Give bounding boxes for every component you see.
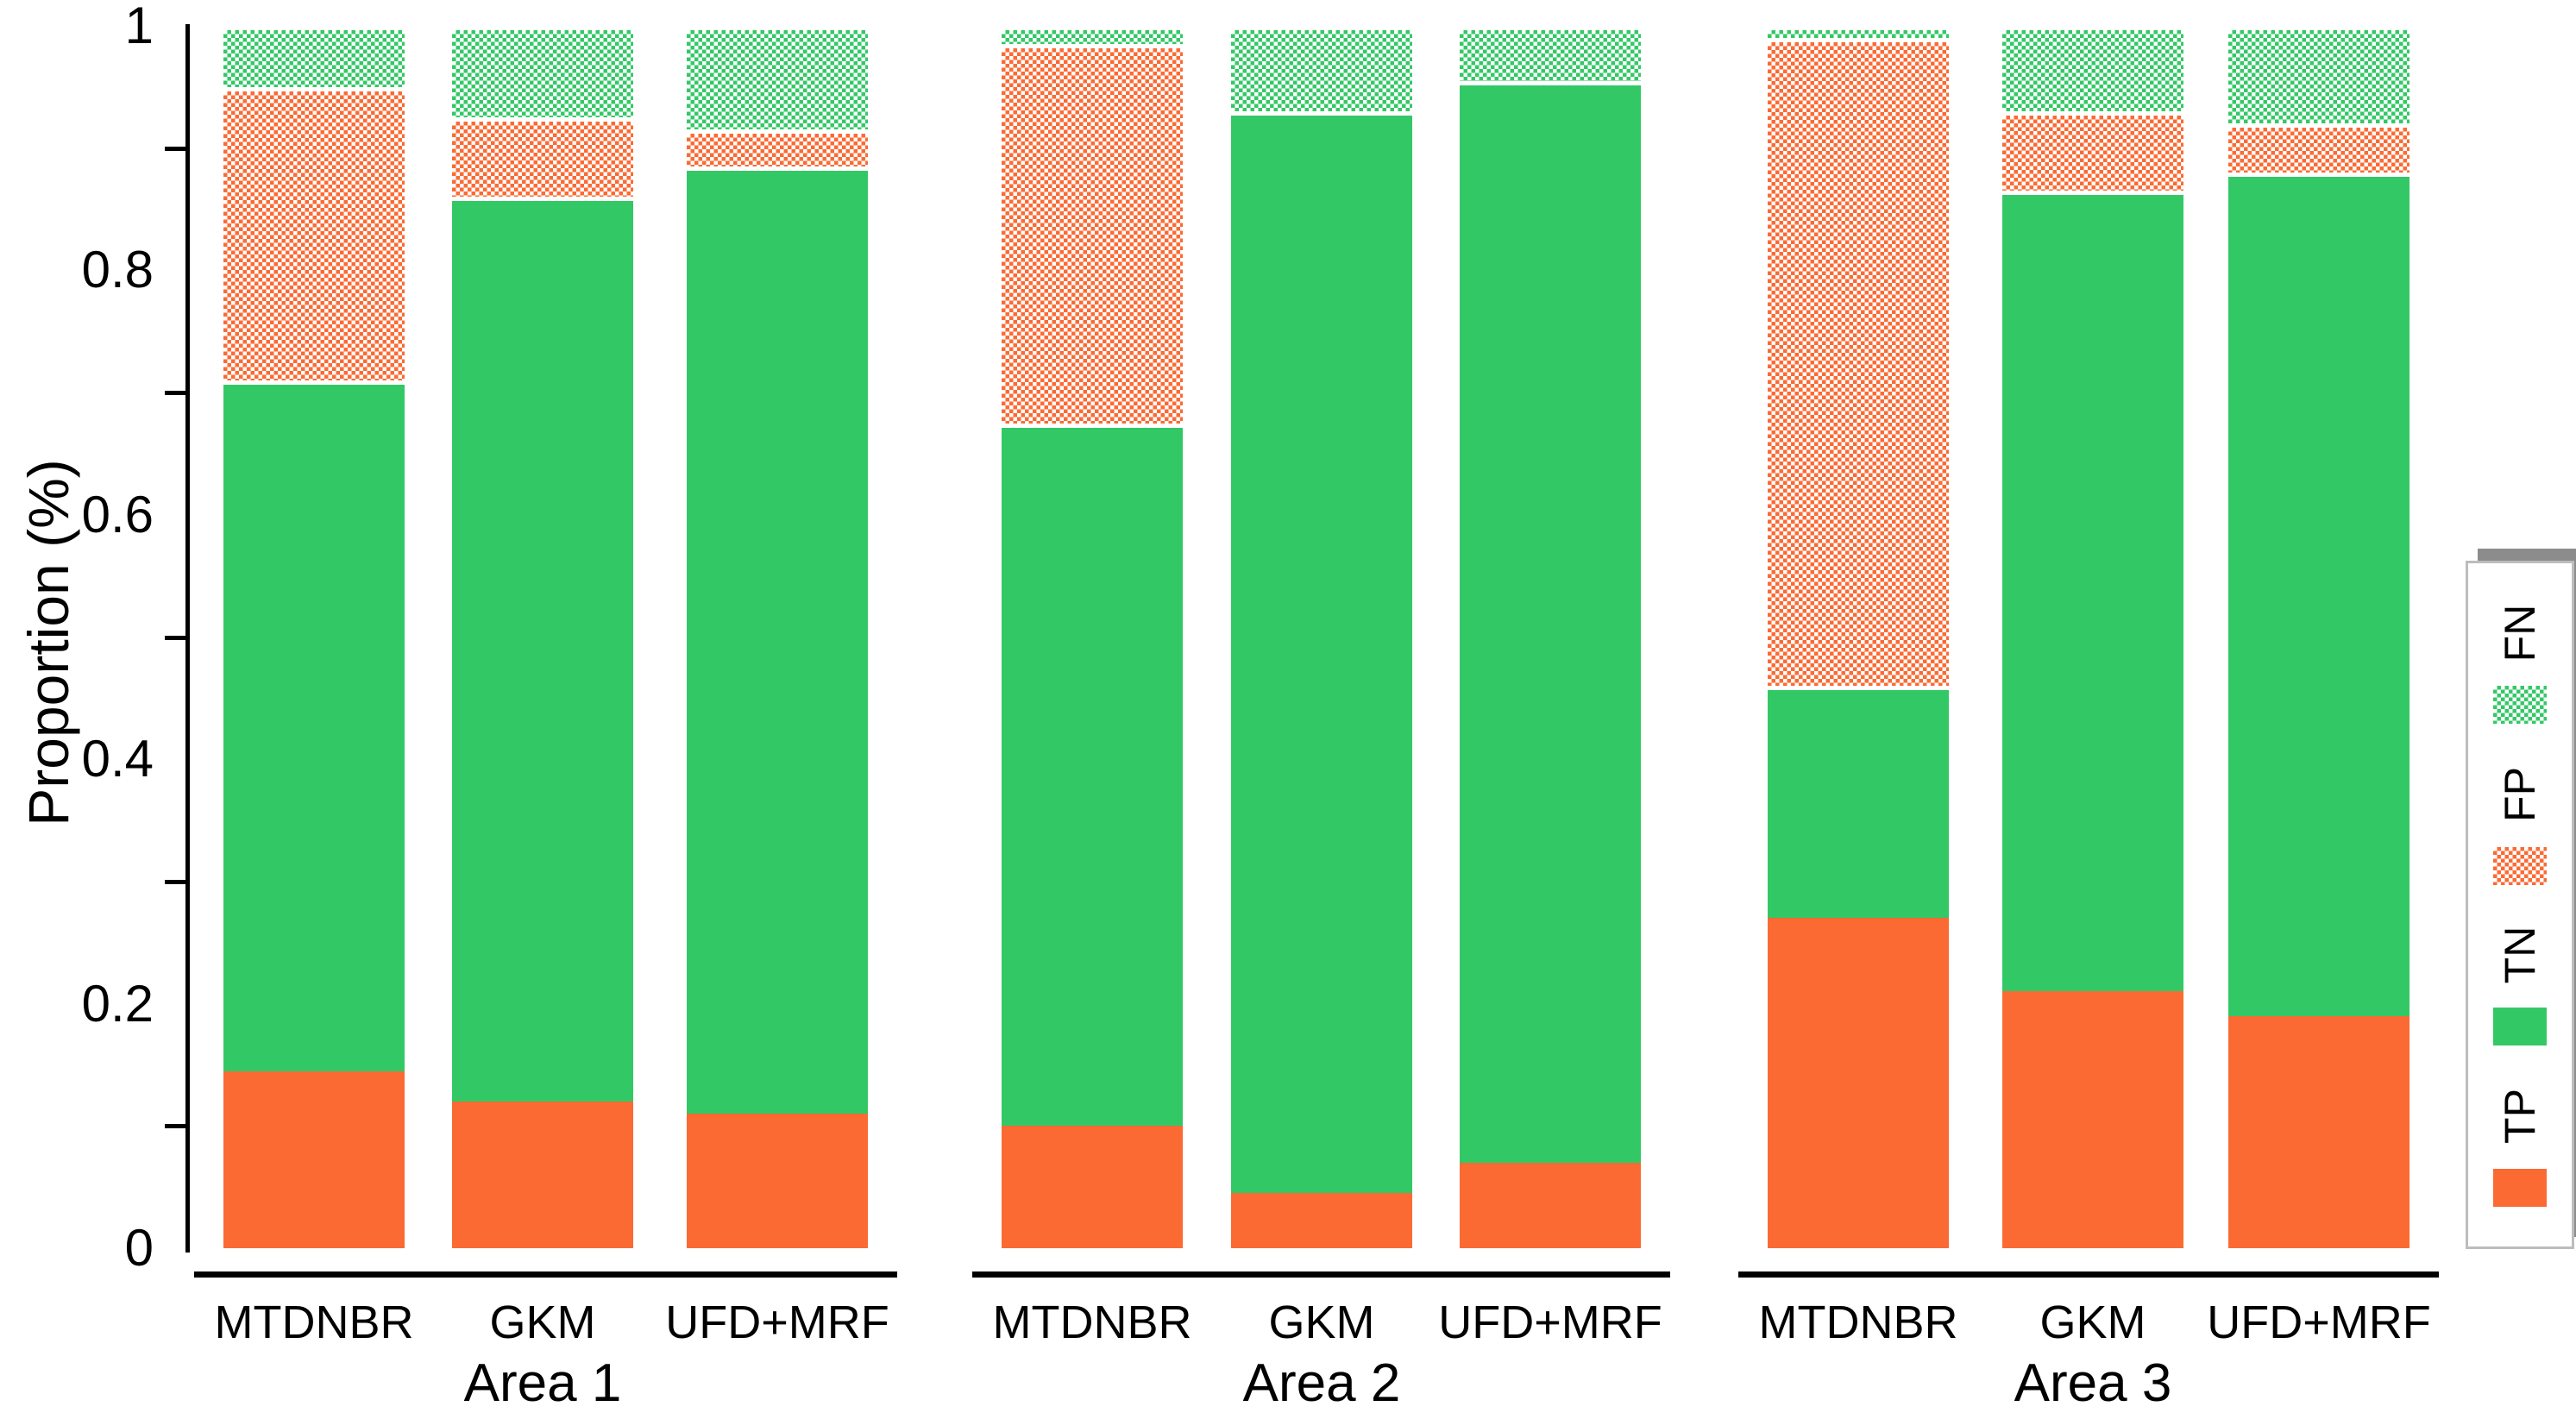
segment-tn bbox=[687, 166, 868, 1114]
legend-label-fp: FP bbox=[2496, 766, 2544, 822]
x-label-ufd+mrf: UFD+MRF bbox=[1438, 1297, 1662, 1348]
bar-area1-mtdnbr bbox=[223, 26, 405, 1248]
legend-swatch-tn bbox=[2493, 1008, 2547, 1046]
segment-fp bbox=[2228, 123, 2410, 173]
y-minor-tick bbox=[165, 635, 185, 640]
segment-fp bbox=[687, 129, 868, 166]
segment-tn bbox=[1768, 686, 1949, 919]
segment-tn bbox=[1460, 80, 1641, 1163]
legend-item-tp: TP bbox=[2490, 1086, 2550, 1207]
segment-tp bbox=[2002, 991, 2183, 1248]
bar-area3-ufd+mrf bbox=[2228, 26, 2410, 1248]
y-axis-line bbox=[185, 24, 190, 1253]
y-tick-label: 0 bbox=[124, 1219, 154, 1277]
x-label-mtdnbr: MTDNBR bbox=[1758, 1297, 1958, 1348]
segment-tp bbox=[2228, 1015, 2410, 1248]
legend-swatch-fn bbox=[2493, 686, 2547, 725]
legend-swatch-fp bbox=[2493, 846, 2547, 885]
segment-fn bbox=[1768, 26, 1949, 39]
y-tick-label: 0.4 bbox=[81, 730, 154, 788]
group-label-area2: Area 2 bbox=[1242, 1353, 1401, 1413]
segment-tp bbox=[1231, 1193, 1412, 1248]
segment-tn bbox=[1002, 423, 1183, 1127]
bar-area1-gkm bbox=[452, 26, 633, 1248]
segment-tn bbox=[1231, 111, 1412, 1194]
x-label-ufd+mrf: UFD+MRF bbox=[665, 1297, 889, 1348]
segment-fn bbox=[2002, 26, 2183, 112]
x-axis-group-line bbox=[1738, 1271, 2439, 1278]
segment-tp bbox=[1002, 1126, 1183, 1248]
x-label-mtdnbr: MTDNBR bbox=[214, 1297, 414, 1348]
y-tick-label: 0.8 bbox=[81, 241, 154, 299]
segment-tp bbox=[223, 1071, 405, 1248]
segment-fn bbox=[1460, 26, 1641, 81]
bar-area2-gkm bbox=[1231, 26, 1412, 1248]
legend-box: FN FP TN TP bbox=[2466, 561, 2574, 1249]
y-axis-title: Proportion (%) bbox=[16, 459, 80, 826]
segment-fp bbox=[1768, 38, 1949, 687]
legend-item-fn: FN bbox=[2490, 603, 2550, 725]
x-label-mtdnbr: MTDNBR bbox=[992, 1297, 1192, 1348]
segment-fn bbox=[1002, 26, 1183, 45]
segment-fp bbox=[2002, 111, 2183, 192]
y-tick-label: 0.2 bbox=[81, 974, 154, 1033]
segment-tn bbox=[223, 380, 405, 1071]
segment-fn bbox=[223, 26, 405, 87]
segment-tn bbox=[2002, 191, 2183, 992]
legend-item-tn: TN bbox=[2490, 925, 2550, 1046]
segment-fp bbox=[1002, 44, 1183, 424]
bar-area1-ufd+mrf bbox=[687, 26, 868, 1248]
bar-area3-mtdnbr bbox=[1768, 26, 1949, 1248]
group-label-area1: Area 1 bbox=[463, 1353, 622, 1413]
y-tick-label: 0.6 bbox=[81, 485, 154, 543]
legend-label-tn: TN bbox=[2496, 926, 2544, 984]
segment-tp bbox=[452, 1101, 633, 1248]
y-minor-tick bbox=[165, 1124, 185, 1129]
segment-tp bbox=[1768, 918, 1949, 1248]
x-label-gkm: GKM bbox=[489, 1297, 596, 1348]
legend-label-fn: FN bbox=[2496, 605, 2544, 662]
x-label-gkm: GKM bbox=[1268, 1297, 1375, 1348]
legend-label-tp: TP bbox=[2496, 1088, 2544, 1144]
legend-item-fp: FP bbox=[2490, 764, 2550, 885]
segment-tn bbox=[452, 197, 633, 1102]
segment-tn bbox=[2228, 173, 2410, 1016]
legend-swatch-tp bbox=[2493, 1168, 2547, 1207]
x-axis-group-line bbox=[194, 1271, 897, 1278]
y-minor-tick bbox=[165, 146, 185, 151]
segment-fn bbox=[687, 26, 868, 130]
segment-fp bbox=[452, 117, 633, 198]
y-tick-label: 1 bbox=[124, 0, 154, 54]
segment-fn bbox=[452, 26, 633, 118]
bar-area2-ufd+mrf bbox=[1460, 26, 1641, 1248]
x-axis-group-line bbox=[972, 1271, 1670, 1278]
bar-area2-mtdnbr bbox=[1002, 26, 1183, 1248]
segment-fn bbox=[2228, 26, 2410, 124]
segment-tp bbox=[1460, 1162, 1641, 1248]
segment-fn bbox=[1231, 26, 1412, 112]
x-label-gkm: GKM bbox=[2039, 1297, 2146, 1348]
segment-fp bbox=[223, 86, 405, 380]
y-minor-tick bbox=[165, 879, 185, 884]
x-label-ufd+mrf: UFD+MRF bbox=[2207, 1297, 2431, 1348]
bar-area3-gkm bbox=[2002, 26, 2183, 1248]
group-label-area3: Area 3 bbox=[2014, 1353, 2172, 1413]
y-minor-tick bbox=[165, 391, 185, 396]
segment-tp bbox=[687, 1114, 868, 1248]
